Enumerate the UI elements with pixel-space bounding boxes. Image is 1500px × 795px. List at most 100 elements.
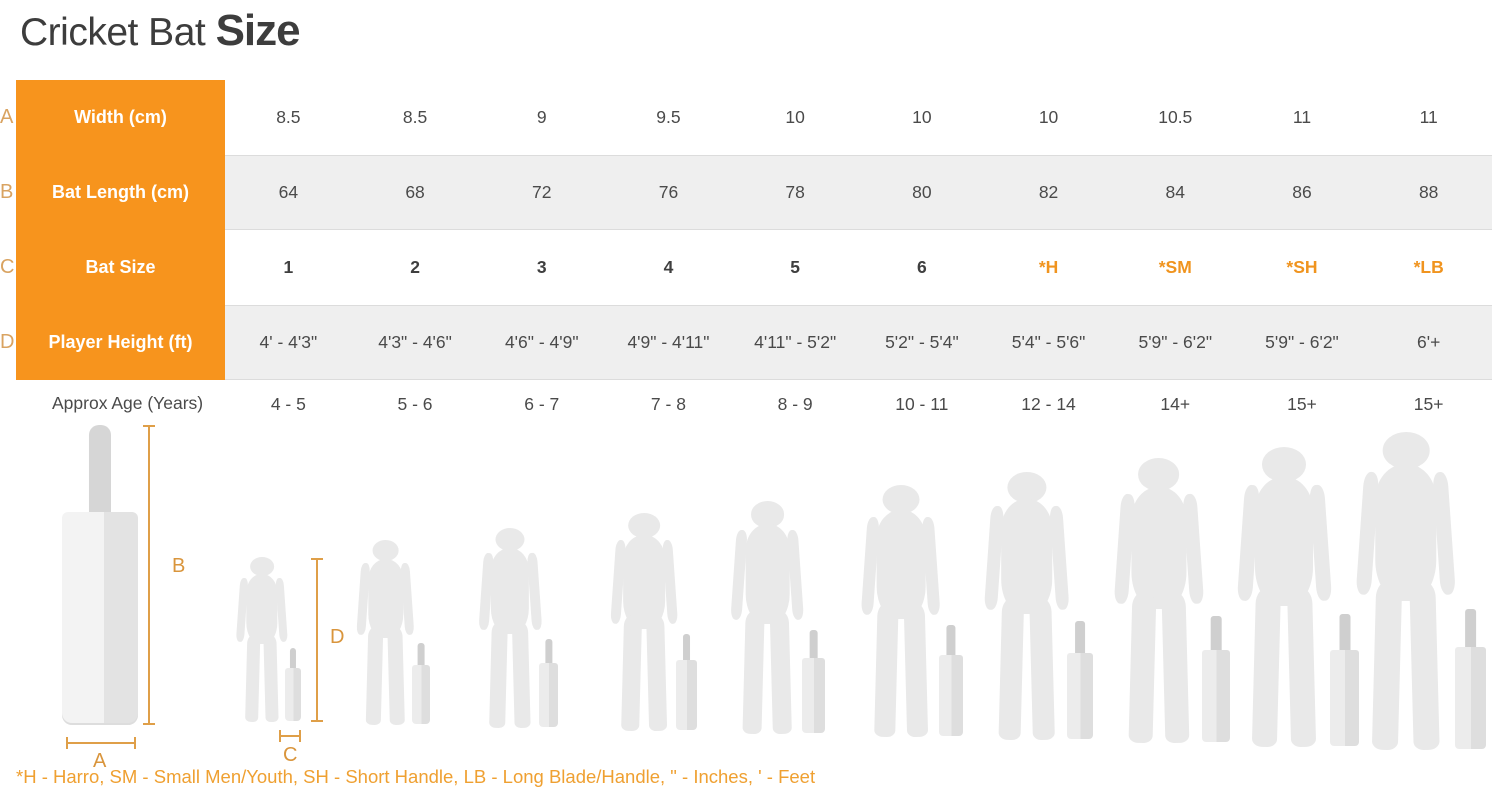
width-cell: 10: [912, 107, 932, 127]
measure-label-d: D: [330, 626, 345, 648]
bat-silhouette: [1455, 609, 1486, 749]
person-silhouette: [235, 557, 289, 722]
bat-silhouette: [676, 634, 697, 730]
title-light: Cricket Bat: [20, 11, 216, 54]
player-figure-7: [982, 472, 1093, 740]
cricket-bat-illustration: [62, 425, 138, 725]
player-figure-8: [1111, 458, 1230, 743]
row-header-player-height: Player Height (ft): [16, 305, 225, 380]
bat-silhouette: [539, 639, 558, 727]
bat-length-cell: 72: [478, 155, 606, 230]
age-cell: 5 - 6: [397, 393, 433, 414]
bat-length-cell: 76: [605, 155, 732, 230]
row-letter-a: A: [0, 106, 14, 128]
bat-length-cell: 80: [858, 155, 986, 230]
measure-line-c: [279, 730, 301, 742]
person-silhouette: [608, 513, 680, 731]
bat-silhouette: [1330, 614, 1359, 746]
row-header-width: Width (cm): [16, 80, 225, 155]
person-silhouette: [729, 501, 806, 734]
bat-length-cell: 64: [225, 155, 352, 230]
bat-size-cell: 5: [790, 257, 801, 277]
player-figure-6: [859, 485, 963, 737]
age-cell: 8 - 9: [777, 393, 813, 414]
age-cell: 7 - 8: [650, 393, 686, 414]
bat-size-cell-special: *SM: [1158, 257, 1192, 277]
person-silhouette: [477, 528, 543, 728]
bat-size-cell: 2: [410, 257, 420, 277]
bat-length-cell: 68: [351, 155, 479, 230]
bat-size-cell-special: *H: [1038, 257, 1059, 277]
bat-length-cell: 86: [1238, 155, 1366, 230]
bat-silhouette: [285, 648, 301, 721]
age-cell: 15+: [1413, 393, 1444, 414]
bat-silhouette: [412, 643, 430, 724]
bat-length-cell: 82: [985, 155, 1112, 230]
player-height-cell: 5'4" - 5'6": [985, 305, 1112, 380]
table-row-width: Width (cm) 8.5 8.5 9 9.5 10 10 10 10.5 1…: [16, 80, 1492, 155]
measure-line-a: [66, 737, 136, 749]
bat-length-cell: 88: [1365, 155, 1493, 230]
bat-size-cell-special: *LB: [1413, 257, 1444, 277]
age-cell: 4 - 5: [270, 393, 306, 414]
bat-silhouette: [802, 630, 825, 733]
player-height-cell: 5'9" - 6'2": [1111, 305, 1239, 380]
row-letter-d: D: [0, 331, 15, 353]
player-height-cell: 5'9" - 6'2": [1238, 305, 1366, 380]
width-cell: 10: [785, 107, 805, 127]
player-height-cell: 6'+: [1365, 305, 1493, 380]
player-figure-5: [729, 501, 825, 734]
person-silhouette: [859, 485, 943, 737]
table-row-bat-length: Bat Length (cm) 64 68 72 76 78 80 82 84 …: [16, 155, 1493, 230]
bat-size-cell: 4: [663, 257, 674, 277]
player-figure-1: [235, 557, 301, 722]
person-silhouette: [355, 540, 416, 725]
width-cell: 9.5: [656, 107, 681, 127]
measure-label-b: B: [172, 555, 186, 577]
bat-silhouette: [1202, 616, 1230, 742]
bat-silhouette: [939, 625, 963, 736]
player-figure-2: [355, 540, 430, 725]
width-cell: 8.5: [276, 107, 301, 127]
person-silhouette: [1234, 447, 1334, 747]
page-title: Cricket Bat Size: [20, 6, 301, 56]
width-cell: 11: [1292, 107, 1312, 127]
person-silhouette: [1111, 458, 1206, 743]
bat-size-cell-special: *SH: [1286, 257, 1318, 277]
age-cell: 12 - 14: [1021, 393, 1076, 414]
person-silhouette: [1353, 432, 1459, 750]
width-cell: 10.5: [1158, 107, 1193, 127]
bat-size-cell: 1: [283, 257, 294, 277]
table-row-player-height: Player Height (ft) 4' - 4'3" 4'3" - 4'6"…: [16, 305, 1493, 380]
player-height-cell: 4'3" - 4'6": [351, 305, 479, 380]
age-cell: 15+: [1287, 393, 1317, 414]
measure-label-a: A: [93, 750, 107, 772]
width-cell: 8.5: [402, 107, 428, 127]
width-cell: 11: [1419, 107, 1438, 127]
measure-label-c: C: [283, 744, 298, 766]
footnote: *H - Harro, SM - Small Men/Youth, SH - S…: [16, 766, 816, 787]
player-figure-4: [608, 513, 697, 731]
age-cell: 10 - 11: [895, 393, 949, 414]
player-figure-3: [477, 528, 558, 728]
person-silhouette: [982, 472, 1071, 740]
bat-size-cell: 6: [917, 257, 927, 277]
size-table: A B C D Width (cm) 8.5 8.5 9 9.5 10 10 1…: [0, 80, 1493, 380]
width-cell: 10: [1038, 107, 1059, 127]
bat-length-cell: 78: [731, 155, 859, 230]
player-height-cell: 5'2" - 5'4": [858, 305, 986, 380]
player-figure-10: [1353, 432, 1486, 750]
bat-size-cell: 3: [536, 257, 547, 277]
row-letter-b: B: [0, 181, 14, 203]
bat-silhouette: [1067, 621, 1093, 739]
player-height-cell: 4' - 4'3": [225, 305, 352, 380]
measure-line-d: [311, 558, 323, 722]
row-letter-c: C: [0, 256, 15, 278]
width-cell: 9: [536, 107, 547, 127]
age-cell: 14+: [1160, 393, 1191, 414]
player-height-cell: 4'11" - 5'2": [731, 305, 859, 380]
measure-line-b: [143, 425, 155, 725]
player-height-cell: 4'6" - 4'9": [478, 305, 606, 380]
row-header-bat-length: Bat Length (cm): [16, 155, 225, 230]
